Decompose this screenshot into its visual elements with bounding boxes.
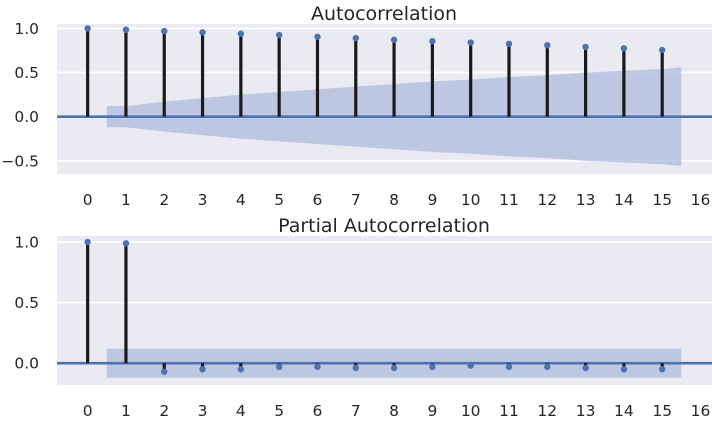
acf-xtick-label-13: 13	[576, 191, 596, 209]
acf-stems	[84, 25, 666, 117]
acf-point-0	[84, 25, 91, 32]
acf-point-7	[352, 34, 359, 42]
acf-xtick-label-11: 11	[499, 191, 519, 209]
pacf-point-15	[659, 366, 666, 373]
acf-point-2	[161, 27, 168, 35]
acf-point-1	[122, 26, 130, 33]
acf-xtick-label-8: 8	[389, 191, 399, 209]
acf-xtick-label-1: 1	[121, 191, 131, 209]
pacf-stems	[84, 238, 666, 375]
acf-chart-title: Autocorrelation	[311, 3, 457, 25]
pacf-xtick-label-9: 9	[427, 402, 437, 420]
acf-point-14	[620, 45, 628, 52]
acf-point-6	[314, 33, 321, 40]
acf-point-3	[199, 29, 206, 36]
pacf-xtick-label-4: 4	[236, 402, 246, 420]
pacf-point-10	[467, 362, 474, 369]
acf-xtick-label-5: 5	[274, 191, 284, 209]
acf-xtick-label-3: 3	[198, 191, 208, 209]
acf-xtick-label-6: 6	[313, 191, 323, 209]
pacf-point-0	[84, 238, 91, 246]
pacf-point-3	[199, 366, 206, 373]
acf-point-9	[429, 38, 436, 45]
pacf-xtick-label-16: 16	[691, 402, 711, 420]
pacf-xtick-label-12: 12	[537, 402, 557, 420]
acf-point-12	[544, 41, 551, 49]
pacf-point-5	[275, 363, 283, 371]
acf-ytick-label-2: 0.5	[14, 64, 39, 82]
pacf-xtick-label-7: 7	[351, 402, 361, 420]
pacf-point-14	[620, 366, 628, 373]
acf-point-5	[275, 31, 283, 39]
pacf-xtick-label-0: 0	[83, 402, 93, 420]
pacf-point-11	[505, 363, 513, 371]
acf-chart: −0.50.00.51.0 0 1 2 3 4 5 6 7 8 9 10 11 12 13 14 15 16 A…	[1, 3, 712, 209]
acf-xtick-label-7: 7	[351, 191, 361, 209]
pacf-ytick-label-2: 1.0	[14, 234, 39, 252]
pacf-xtick-label-13: 13	[576, 402, 596, 420]
acf-xtick-label-9: 9	[427, 191, 437, 209]
acf-xtick-label-10: 10	[461, 191, 481, 209]
pacf-point-12	[544, 363, 551, 371]
acf-point-15	[659, 46, 666, 54]
acf-point-10	[467, 39, 474, 46]
acf-ytick-label-1: 0.0	[14, 108, 39, 126]
pacf-xtick-label-6: 6	[313, 402, 323, 420]
pacf-xtick-label-1: 1	[121, 402, 131, 420]
acf-xtick-label-2: 2	[159, 191, 169, 209]
pacf-y-axis: 0.0 0.5 1.0	[14, 234, 39, 373]
pacf-xtick-label-10: 10	[461, 402, 481, 420]
pacf-point-2	[161, 368, 168, 375]
pacf-xtick-label-11: 11	[499, 402, 519, 420]
pacf-chart: 0.00.51.0 0 1 2 3 4 5 6 7 8 9 10 11 12 13 14 15 16 Parti…	[14, 215, 712, 420]
pacf-ytick-label-1: 0.5	[14, 294, 39, 312]
pacf-xtick-label-14: 14	[614, 402, 634, 420]
acf-point-8	[390, 36, 398, 44]
pacf-xtick-label-8: 8	[389, 402, 399, 420]
pacf-xtick-label-3: 3	[198, 402, 208, 420]
acf-xtick-label-4: 4	[236, 191, 246, 209]
acf-xtick-label-14: 14	[614, 191, 634, 209]
acf-xtick-label-12: 12	[537, 191, 557, 209]
pacf-chart-title: Partial Autocorrelation	[278, 215, 490, 237]
pacf-point-7	[352, 364, 359, 372]
acf-xtick-label-0: 0	[83, 191, 93, 209]
pacf-ytick-label-0: 0.0	[14, 355, 39, 373]
acf-y-axis: −0.5 0.0 0.5 1.0	[1, 20, 39, 170]
acf-x-axis: 0 1 2 3 4 5 6 7 8 9 10 11 12 13 14 15 16	[83, 191, 711, 209]
acf-point-4	[237, 30, 245, 37]
pacf-point-8	[390, 364, 398, 372]
pacf-point-13	[582, 364, 589, 372]
pacf-point-1	[122, 240, 130, 247]
acf-point-13	[582, 43, 589, 51]
pacf-xtick-label-15: 15	[652, 402, 672, 420]
acf-point-11	[505, 40, 513, 48]
acf-ytick-label-3: 1.0	[14, 20, 39, 38]
pacf-x-axis: 0 1 2 3 4 5 6 7 8 9 10 11 12 13 14 15 16	[83, 402, 711, 420]
acf-xtick-label-16: 16	[691, 191, 711, 209]
pacf-point-6	[314, 363, 321, 371]
pacf-xtick-label-5: 5	[274, 402, 284, 420]
pacf-point-4	[237, 366, 245, 373]
acf-xtick-label-15: 15	[652, 191, 672, 209]
pacf-xtick-label-2: 2	[159, 402, 169, 420]
acf-ytick-label-0: −0.5	[1, 152, 39, 170]
pacf-point-9	[429, 363, 436, 371]
